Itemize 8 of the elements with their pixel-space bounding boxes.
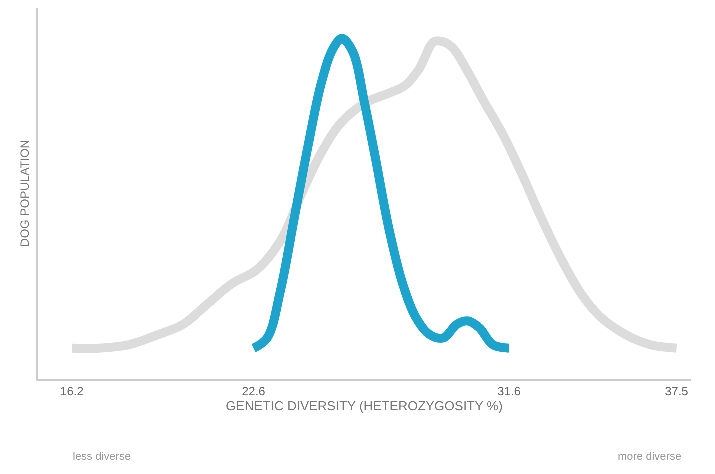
x-tick-label: 31.6 [498,384,522,398]
x-tick-label: 16.2 [60,384,84,398]
text: less diverse [73,451,132,463]
x-tick-label: 22.6 [242,384,266,398]
x-tick-label: 37.5 [665,384,689,398]
x-axis-title: GENETIC DIVERSITY (HETEROZYGOSITY %) [226,398,503,414]
y-axis-title: DOG POPULATION [18,140,32,248]
text: more diverse [618,451,682,463]
